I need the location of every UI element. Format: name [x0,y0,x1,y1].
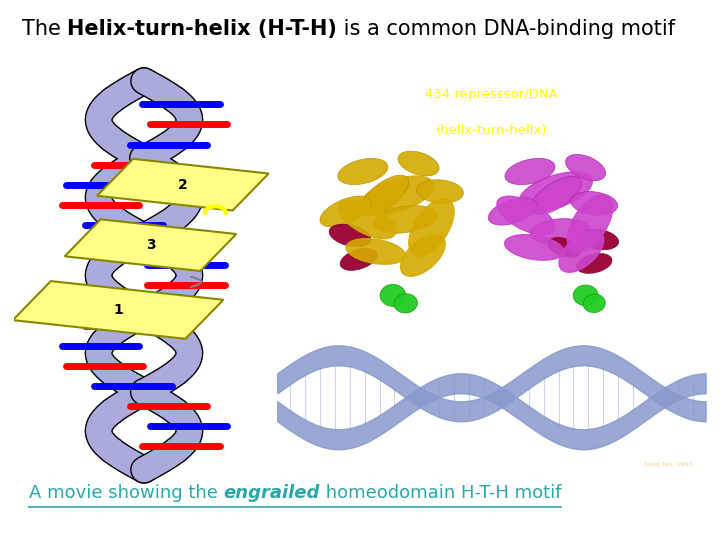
Text: A movie showing the: A movie showing the [29,484,223,502]
Text: The: The [22,19,67,39]
Ellipse shape [361,176,434,215]
Ellipse shape [320,196,372,227]
Ellipse shape [398,151,439,176]
Ellipse shape [346,239,405,264]
Polygon shape [65,219,236,271]
Ellipse shape [497,196,554,235]
Ellipse shape [505,158,555,185]
Text: homeodomain H-T-H motif: homeodomain H-T-H motif [320,484,562,502]
Text: is a common DNA-binding motif: is a common DNA-binding motif [337,19,675,39]
Ellipse shape [505,235,564,260]
Text: 1: 1 [113,303,123,317]
Ellipse shape [340,248,377,271]
Text: 434 represssor/DNA: 434 represssor/DNA [425,87,558,100]
Text: 3: 3 [145,238,156,252]
Polygon shape [97,159,269,211]
Ellipse shape [360,175,409,216]
Ellipse shape [530,219,590,244]
Ellipse shape [488,198,537,225]
Ellipse shape [571,192,618,215]
Ellipse shape [374,206,438,233]
Ellipse shape [338,158,388,185]
Ellipse shape [566,154,606,180]
Text: engrailed: engrailed [223,484,320,502]
Ellipse shape [577,253,612,273]
Ellipse shape [583,294,606,313]
Ellipse shape [394,294,418,313]
Ellipse shape [548,238,580,258]
Ellipse shape [578,229,618,250]
Ellipse shape [329,224,371,247]
Ellipse shape [530,177,581,214]
Ellipse shape [338,200,396,239]
Text: (hellx-turn-hellx): (hellx-turn-hellx) [436,124,547,137]
Text: Song Tan, 1993: Song Tan, 1993 [644,462,693,467]
Ellipse shape [567,194,613,252]
Ellipse shape [519,172,593,211]
Polygon shape [13,281,223,339]
Text: 2: 2 [178,178,188,192]
Ellipse shape [559,231,604,272]
Ellipse shape [380,285,406,306]
Ellipse shape [409,199,454,256]
Ellipse shape [400,234,445,276]
Text: Helix-turn-helix (H-T-H): Helix-turn-helix (H-T-H) [67,19,337,39]
Ellipse shape [573,285,598,306]
Ellipse shape [416,180,464,203]
